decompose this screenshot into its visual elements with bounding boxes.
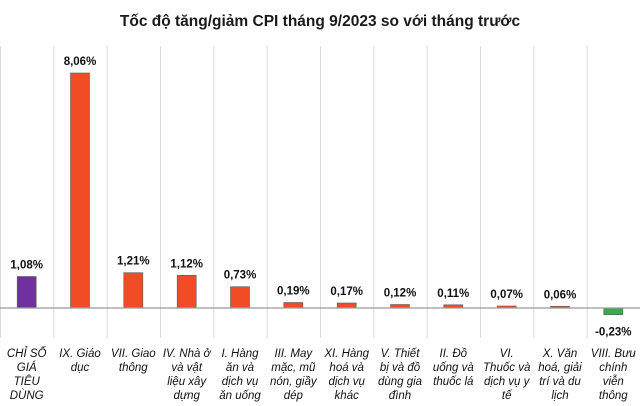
value-labels: 1,08% 8,06% 1,21% 1,12% 0,73% 0,19% 0,17% 0,12%… bbox=[10, 56, 631, 339]
category-label-2: VII. Giao thông bbox=[111, 348, 156, 374]
bar-6 bbox=[336, 302, 357, 309]
bar-1 bbox=[70, 72, 90, 309]
category-label-5: III. May mặc, mũ nón, giầy dép bbox=[270, 348, 318, 402]
category-label-4: I. Hàng ăn và dịch vụ ăn uống bbox=[219, 348, 261, 402]
gridlines bbox=[0, 46, 588, 338]
category-label-10: X. Văn hoá, giải trí và du lịch bbox=[538, 348, 582, 402]
value-label-1: 8,06% bbox=[64, 56, 97, 68]
category-label-7: V. Thiết bị và đồ dùng gia đình bbox=[378, 348, 422, 402]
value-label-6: 0,17% bbox=[330, 286, 363, 298]
value-label-2: 1,21% bbox=[117, 256, 150, 268]
value-label-4: 0,73% bbox=[224, 270, 257, 282]
category-label-6: XI. Hàng hoá và dịch vụ khác bbox=[323, 348, 369, 402]
value-label-3: 1,12% bbox=[170, 258, 203, 270]
value-label-9: 0,07% bbox=[490, 289, 523, 301]
category-label-1: IX. Giáo dục bbox=[59, 348, 101, 374]
value-label-0: 1,08% bbox=[10, 260, 43, 272]
value-label-5: 0,19% bbox=[277, 286, 310, 298]
bar-3 bbox=[176, 274, 197, 309]
category-label-3: IV. Nhà ở và vật liệu xây dựng bbox=[163, 348, 212, 402]
value-label-7: 0,12% bbox=[384, 288, 417, 300]
category-label-11: VIII. Bưu chính viễn thông bbox=[591, 348, 637, 402]
category-labels: CHỈ SỐ GIÁ TIÊU DÙNG IX. Giáo dục VII. Giao thô… bbox=[7, 347, 637, 402]
chart-title: Tốc độ tăng/giảm CPI tháng 9/2023 so với… bbox=[120, 13, 521, 30]
bar-5 bbox=[283, 302, 304, 309]
value-label-11: -0,23% bbox=[595, 327, 631, 339]
bar-4 bbox=[230, 286, 250, 309]
category-label-8: II. Đồ uống và thuốc lá bbox=[433, 348, 475, 388]
bar-2 bbox=[123, 272, 144, 309]
bars bbox=[16, 72, 624, 315]
category-label-9: VI. Thuốc và dịch vụ y tế bbox=[483, 348, 531, 402]
value-label-10: 0,06% bbox=[544, 289, 577, 301]
value-label-8: 0,11% bbox=[437, 288, 469, 300]
bar-11 bbox=[603, 307, 624, 315]
bar-0 bbox=[16, 276, 37, 309]
category-label-0: CHỈ SỐ GIÁ TIÊU DÙNG bbox=[7, 347, 47, 402]
